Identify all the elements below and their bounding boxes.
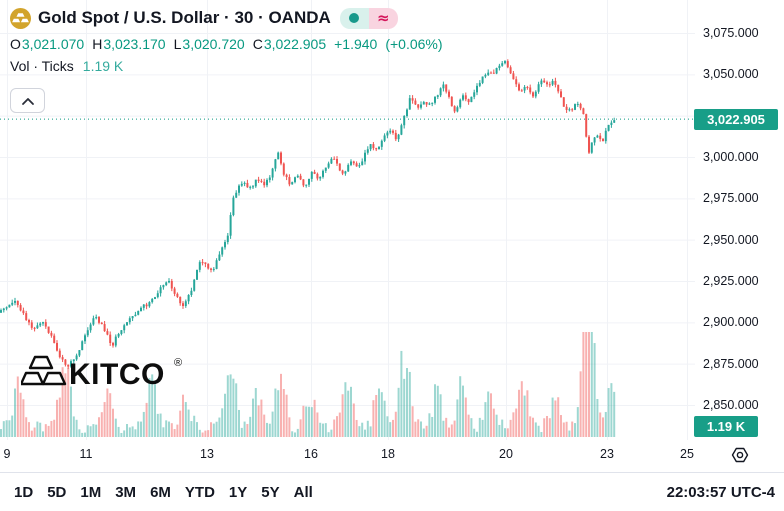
price-axis-label: 2,900.000 (703, 315, 759, 330)
kitco-logo: KITCO ® (21, 355, 189, 389)
time-axis-label: 11 (79, 447, 93, 461)
gold-bars-icon (10, 7, 31, 29)
time-axis-label: 18 (381, 447, 395, 461)
chevron-up-icon (21, 97, 34, 105)
time-axis-label: 25 (680, 447, 694, 461)
range-button-ytd[interactable]: YTD (184, 483, 215, 501)
volume-row: Vol · Ticks 1.19 K (10, 58, 443, 74)
volume-bars (0, 332, 616, 437)
collapse-legend-button[interactable] (10, 88, 45, 113)
ohlc-row: O 3,021.070 H 3,023.170 L 3,020.720 C 3,022.… (10, 36, 443, 52)
close-label: C (252, 36, 263, 52)
candles (0, 59, 616, 369)
time-axis-label: 20 (499, 447, 513, 461)
chart-canvas[interactable] (0, 0, 695, 440)
price-axis-label: 3,050.000 (703, 67, 759, 82)
price-axis-label: 2,850.000 (703, 397, 759, 412)
clock: 22:03:57 UTC-4 (666, 483, 775, 501)
open-label: O (10, 36, 21, 52)
low-label: L (173, 36, 182, 52)
price-axis-label: 2,950.000 (703, 232, 759, 247)
registered-mark: ® (174, 357, 182, 369)
range-button-1d[interactable]: 1D (14, 483, 34, 501)
change-percent: (+0.06%) (385, 36, 443, 52)
symbol-title[interactable]: Gold Spot / U.S. Dollar · 30 · OANDA (38, 8, 331, 27)
high-label: H (92, 36, 103, 52)
time-axis-label: 9 (3, 447, 11, 461)
range-buttons: 1D 5D 1M 3M 6M YTD 1Y 5Y All (14, 484, 313, 501)
time-axis-label: 16 (304, 447, 318, 461)
volume-badge: 1.19 K (694, 416, 758, 437)
range-button-1y[interactable]: 1Y (228, 483, 248, 501)
settings-icon[interactable] (728, 444, 752, 466)
candlestick-chart[interactable]: KITCO ® Gold Spot / U.S. Dollar · 30 · O… (0, 0, 695, 440)
volume-label: Vol · Ticks (10, 58, 74, 74)
open-value: 3,021.070 (21, 36, 85, 52)
range-button-6m[interactable]: 6M (150, 483, 171, 501)
price-axis-label: 2,975.000 (703, 191, 759, 206)
time-axis-label: 23 (600, 447, 614, 461)
kitco-logo-text: KITCO (69, 358, 165, 389)
range-toolbar: 1D 5D 1M 3M 6M YTD 1Y 5Y All 22:03:57 UTC-4 (0, 472, 784, 511)
price-axis-label: 3,075.000 (703, 26, 759, 40)
low-value: 3,020.720 (182, 36, 245, 52)
gridlines (0, 0, 695, 440)
price-axis-label: 3,000.000 (703, 149, 759, 164)
symbol-title-row: Gold Spot / U.S. Dollar · 30 · OANDA ≈ (10, 6, 443, 30)
time-axis-label: 13 (200, 447, 214, 461)
dot-marker-toggle[interactable] (339, 7, 369, 29)
approx-icon: ≈ (377, 9, 390, 27)
close-value: 3,022.905 (263, 36, 327, 52)
kitco-gold-bars-icon: KITCO ® (21, 355, 182, 389)
last-price-badge: 3,022.905 (694, 109, 778, 130)
change-value: +1.940 (334, 36, 378, 52)
marker-toggle-group: ≈ (339, 7, 398, 29)
dot-icon (349, 13, 360, 23)
range-button-1m[interactable]: 1M (80, 483, 102, 501)
range-button-5y[interactable]: 5Y (261, 483, 280, 501)
price-axis[interactable]: 3,022.905 1.19 K 3,075.000 3,050.000 3,000… (694, 0, 784, 440)
volume-value: 1.19 K (82, 58, 124, 74)
high-value: 3,023.170 (103, 36, 166, 52)
range-button-3m[interactable]: 3M (115, 483, 137, 501)
range-button-all[interactable]: All (293, 483, 313, 501)
range-button-5d[interactable]: 5D (47, 483, 67, 501)
price-axis-label: 2,925.000 (703, 273, 759, 288)
legend: Gold Spot / U.S. Dollar · 30 · OANDA ≈ O… (10, 6, 443, 113)
time-axis[interactable]: 9 11 13 16 18 20 23 25 (0, 440, 784, 472)
approx-marker-toggle[interactable]: ≈ (368, 7, 398, 29)
price-axis-label: 2,875.000 (703, 356, 759, 371)
